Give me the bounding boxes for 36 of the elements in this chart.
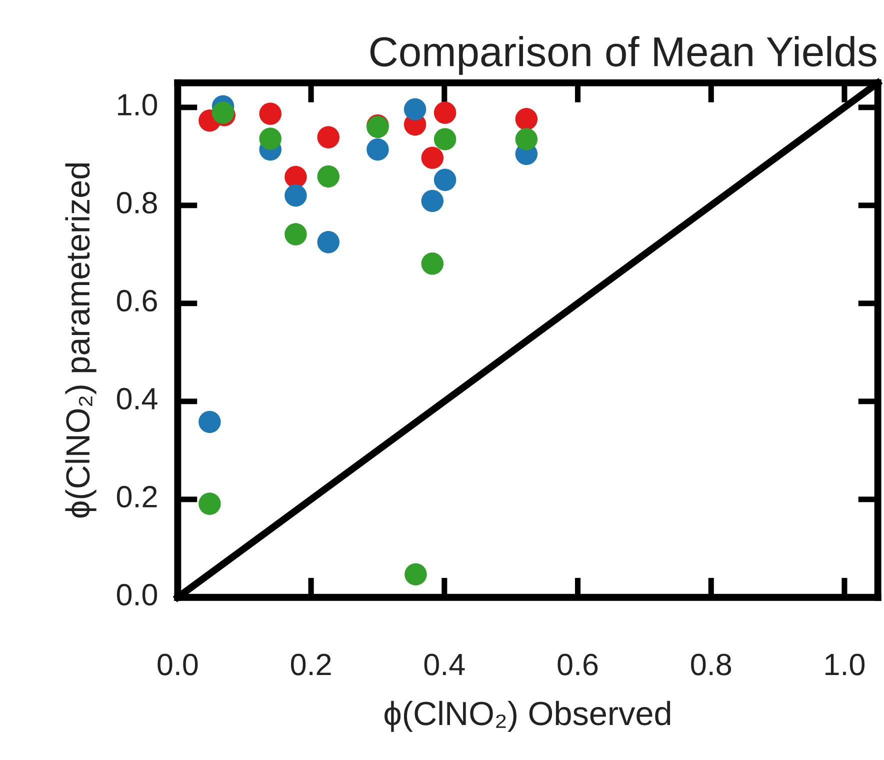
x-tick-label: 0.2: [291, 654, 331, 676]
point: [421, 252, 444, 275]
point: [515, 108, 538, 130]
point: [515, 128, 538, 150]
point: [421, 146, 444, 169]
y-tick-label: 0.0: [116, 584, 158, 606]
point: [434, 128, 456, 150]
point: [198, 410, 221, 434]
point: [366, 138, 389, 161]
y-tick-label: 1.0: [118, 94, 158, 116]
point: [421, 190, 444, 212]
point: [317, 126, 340, 148]
point: [317, 165, 340, 188]
y-tick-label: 0.4: [116, 388, 158, 410]
y-axis-title: ϕ(ClNO₂) parameterized: [65, 163, 96, 518]
point: [259, 102, 282, 125]
x-tick-label: 0.6: [558, 654, 598, 676]
point: [434, 102, 456, 124]
y-tick-label: 0.8: [116, 192, 157, 214]
chart-title: Comparison of Mean Yields: [370, 36, 876, 75]
x-tick-label: 0.8: [691, 654, 732, 676]
point: [404, 98, 426, 120]
point: [259, 128, 282, 150]
y-tick-label: 0.2: [116, 486, 157, 508]
x-axis-title: ϕ(ClNO₂) Observed: [384, 700, 670, 732]
y-tick-label: 0.6: [116, 290, 157, 312]
point: [198, 492, 221, 515]
point: [284, 223, 307, 246]
point: [434, 168, 456, 191]
x-tick-label: 0.0: [158, 654, 198, 676]
point: [317, 230, 340, 254]
x-tick-label: 0.4: [424, 654, 465, 676]
point: [404, 563, 427, 586]
point: [284, 166, 307, 188]
x-tick-label: 1.0: [826, 654, 865, 676]
point: [284, 184, 307, 207]
